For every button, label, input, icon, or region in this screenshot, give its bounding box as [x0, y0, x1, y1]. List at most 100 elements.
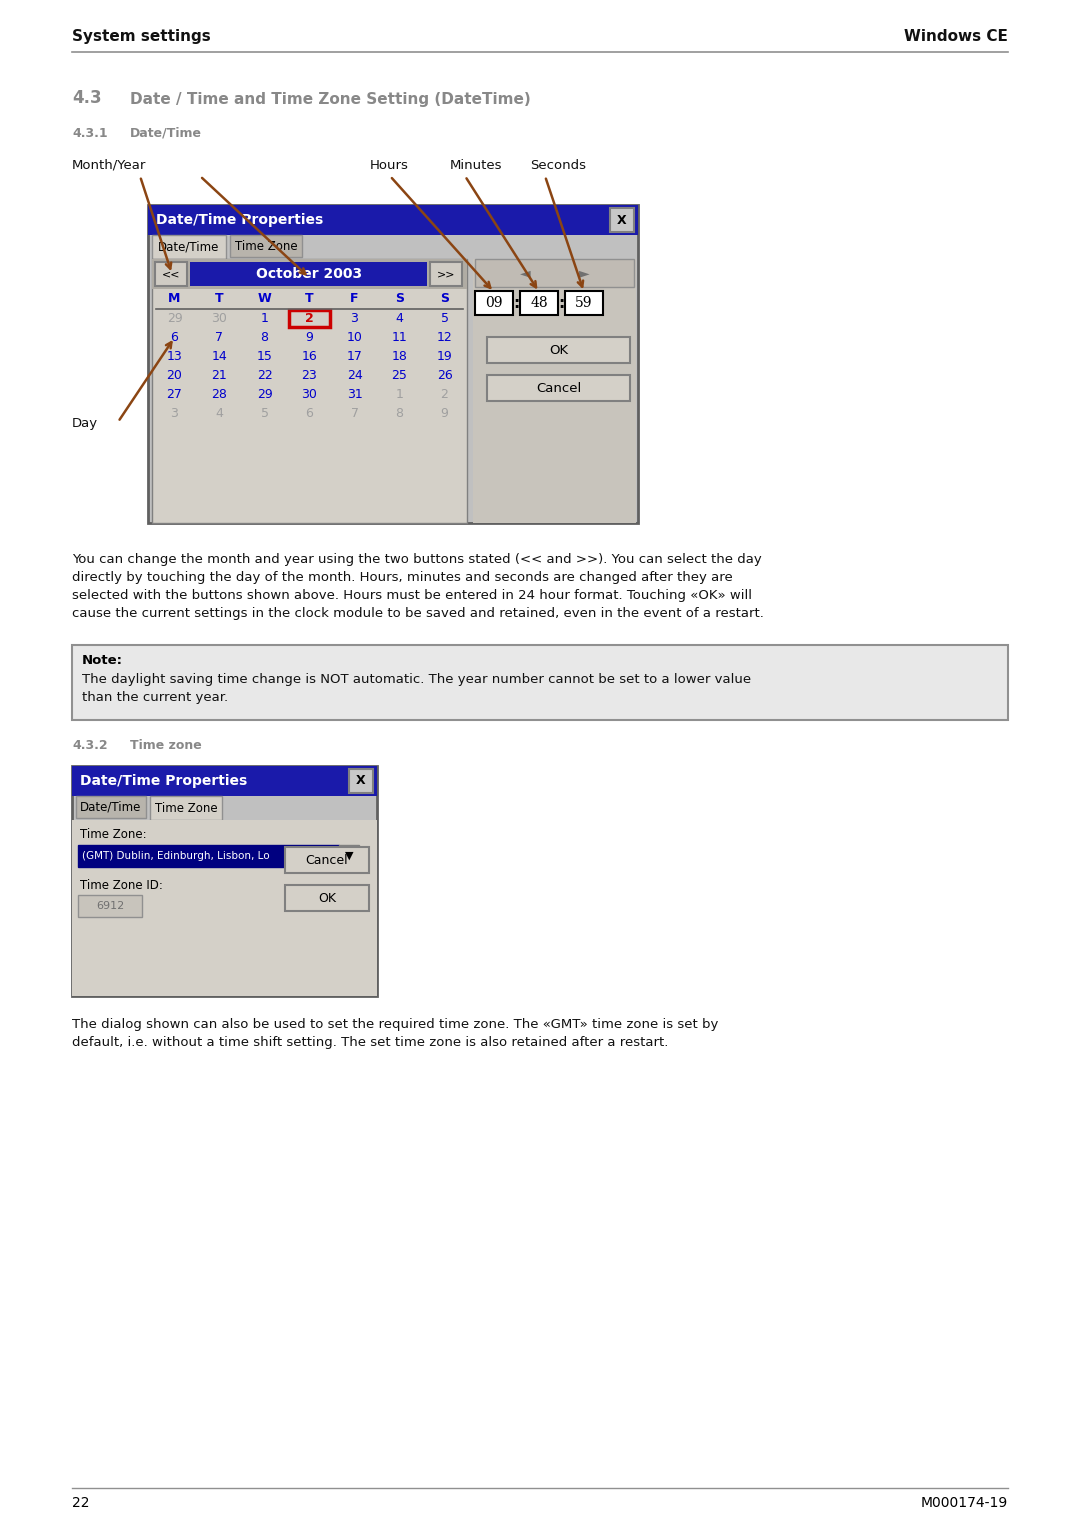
Text: S: S	[440, 293, 449, 305]
Text: 3: 3	[351, 312, 359, 325]
Text: 09: 09	[485, 296, 503, 310]
Text: 6: 6	[171, 331, 178, 344]
Bar	[285, 847, 369, 873]
Bar	[487, 376, 630, 402]
Text: 4: 4	[395, 312, 404, 325]
Text: Seconds: Seconds	[530, 159, 586, 173]
Text: 8: 8	[395, 408, 404, 420]
Bar	[610, 208, 634, 232]
Text: Date/Time: Date/Time	[159, 240, 219, 253]
Text: 10: 10	[347, 331, 363, 344]
Text: Time zone: Time zone	[130, 739, 202, 751]
Bar	[190, 263, 427, 286]
Text: 6912: 6912	[96, 901, 124, 912]
Text: T: T	[215, 293, 224, 305]
Text: 4.3.1: 4.3.1	[72, 127, 108, 140]
Text: 2: 2	[441, 388, 448, 402]
Text: 2: 2	[306, 312, 314, 325]
Bar	[72, 767, 377, 796]
Text: M: M	[168, 293, 180, 305]
Text: 22: 22	[72, 1496, 90, 1510]
Text: T: T	[306, 293, 314, 305]
Text: 30: 30	[301, 388, 318, 402]
Text: 1: 1	[260, 312, 269, 325]
Text: 4: 4	[216, 408, 224, 420]
Bar	[72, 644, 1008, 721]
Text: ►: ►	[579, 266, 590, 279]
Bar	[519, 292, 558, 315]
Text: :: :	[558, 296, 564, 310]
Bar	[76, 796, 146, 818]
Text: 4.3.2: 4.3.2	[72, 739, 108, 751]
Text: You can change the month and year using the two buttons stated (<< and >>). You : You can change the month and year using …	[72, 553, 761, 567]
Text: 29: 29	[166, 312, 183, 325]
Bar	[473, 260, 636, 524]
Bar	[156, 263, 187, 286]
Text: Note:: Note:	[82, 654, 123, 667]
Text: 18: 18	[392, 350, 407, 363]
Text: Date/Time: Date/Time	[130, 127, 202, 140]
Text: Minutes: Minutes	[450, 159, 502, 173]
Bar	[78, 895, 141, 918]
Text: 31: 31	[347, 388, 363, 402]
Text: 27: 27	[166, 388, 183, 402]
Text: 9: 9	[441, 408, 448, 420]
Text: :: :	[513, 296, 519, 310]
Text: X: X	[356, 774, 366, 788]
Text: than the current year.: than the current year.	[82, 692, 228, 704]
Bar	[289, 310, 330, 327]
Text: 17: 17	[347, 350, 363, 363]
Text: 22: 22	[257, 370, 272, 382]
Bar	[150, 796, 222, 820]
Bar	[72, 767, 377, 996]
Text: 14: 14	[212, 350, 228, 363]
Text: 7: 7	[351, 408, 359, 420]
Text: The dialog shown can also be used to set the required time zone. The «GMT» time : The dialog shown can also be used to set…	[72, 1019, 718, 1031]
Text: 48: 48	[530, 296, 548, 310]
Bar	[349, 770, 373, 793]
Text: 25: 25	[392, 370, 407, 382]
Text: (GMT) Dublin, Edinburgh, Lisbon, Lo: (GMT) Dublin, Edinburgh, Lisbon, Lo	[82, 851, 270, 861]
Text: X: X	[617, 214, 626, 226]
Text: >>: >>	[436, 269, 456, 279]
Text: 3: 3	[171, 408, 178, 420]
Text: M000174-19: M000174-19	[921, 1496, 1008, 1510]
Text: 6: 6	[306, 408, 313, 420]
Bar	[339, 844, 359, 867]
Text: Windows CE: Windows CE	[904, 29, 1008, 44]
Text: 29: 29	[257, 388, 272, 402]
Text: 7: 7	[216, 331, 224, 344]
Text: W: W	[258, 293, 271, 305]
Text: 5: 5	[441, 312, 448, 325]
Text: 24: 24	[347, 370, 363, 382]
Text: 11: 11	[392, 331, 407, 344]
Text: 23: 23	[301, 370, 318, 382]
Text: Date/Time Properties: Date/Time Properties	[156, 212, 323, 228]
Text: S: S	[395, 293, 404, 305]
Bar	[475, 292, 513, 315]
Text: Hours: Hours	[370, 159, 409, 173]
Text: 20: 20	[166, 370, 183, 382]
Text: <<: <<	[162, 269, 180, 279]
Bar	[430, 263, 462, 286]
Text: 59: 59	[576, 296, 593, 310]
Text: default, i.e. without a time shift setting. The set time zone is also retained a: default, i.e. without a time shift setti…	[72, 1035, 669, 1049]
Text: 26: 26	[436, 370, 453, 382]
Text: directly by touching the day of the month. Hours, minutes and seconds are change: directly by touching the day of the mont…	[72, 571, 732, 583]
Text: ◄: ◄	[519, 266, 530, 279]
Text: The daylight saving time change is NOT automatic. The year number cannot be set : The daylight saving time change is NOT a…	[82, 673, 751, 686]
Bar	[565, 292, 603, 315]
Bar	[148, 205, 638, 235]
Text: 15: 15	[257, 350, 272, 363]
Bar	[78, 844, 339, 867]
Text: Day: Day	[72, 417, 98, 431]
Bar	[148, 205, 638, 524]
Text: System settings: System settings	[72, 29, 211, 44]
Text: 21: 21	[212, 370, 228, 382]
Text: 16: 16	[301, 350, 318, 363]
Text: 1: 1	[395, 388, 404, 402]
Text: 8: 8	[260, 331, 269, 344]
Bar	[72, 820, 377, 996]
Text: 30: 30	[212, 312, 228, 325]
Bar	[230, 235, 302, 257]
